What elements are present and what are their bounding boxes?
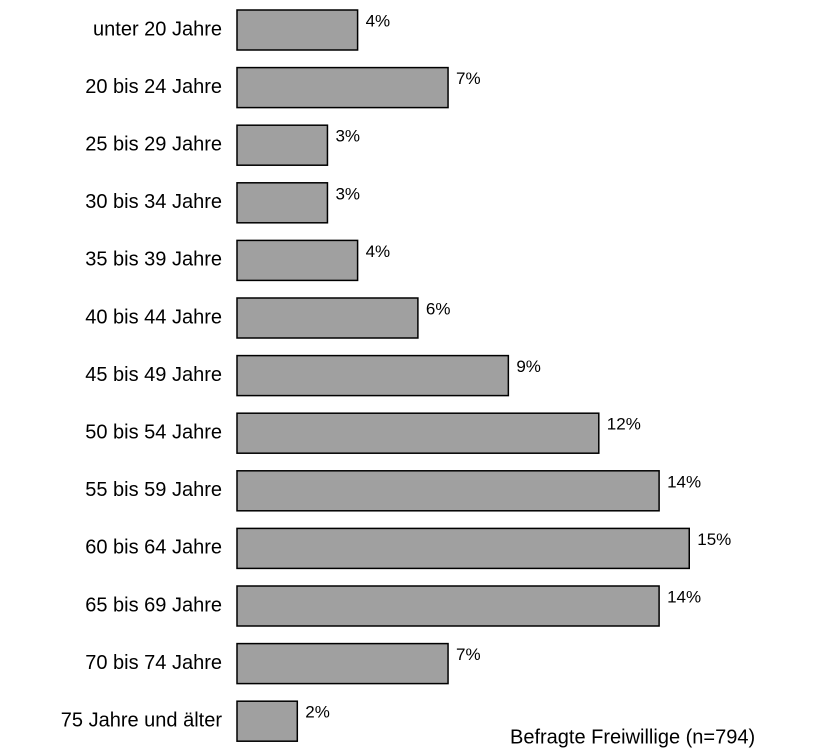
category-label: 75 Jahre und älter <box>61 709 223 731</box>
category-label: 65 bis 69 Jahre <box>85 594 222 616</box>
category-label: 50 bis 54 Jahre <box>85 421 222 443</box>
bar <box>236 412 600 454</box>
bar <box>236 354 510 397</box>
value-label: 3% <box>335 184 360 203</box>
value-label: 15% <box>697 530 731 549</box>
bar <box>236 239 359 282</box>
category-label: 70 bis 74 Jahre <box>85 652 222 674</box>
bar <box>236 642 449 685</box>
value-label: 4% <box>366 11 391 30</box>
category-label: 60 bis 64 Jahre <box>85 537 222 559</box>
value-label: 2% <box>305 703 330 722</box>
bar <box>236 124 329 166</box>
category-label: 30 bis 34 Jahre <box>85 191 222 213</box>
bar <box>236 297 419 339</box>
category-label: 25 bis 29 Jahre <box>85 133 222 155</box>
category-label: 55 bis 59 Jahre <box>85 479 222 501</box>
value-label: 6% <box>426 299 451 318</box>
value-label: 7% <box>456 645 481 664</box>
value-label: 9% <box>516 357 541 376</box>
bar <box>236 470 660 512</box>
value-label: 12% <box>607 415 641 434</box>
value-label: 14% <box>667 587 701 606</box>
annotation: Befragte Freiwillige (n=794) <box>510 726 755 748</box>
bar <box>236 66 449 109</box>
value-label: 14% <box>667 472 701 491</box>
value-label: 3% <box>335 127 360 146</box>
value-label: 4% <box>366 242 391 261</box>
bar <box>236 700 299 742</box>
value-label: 7% <box>456 69 481 88</box>
bar <box>236 9 359 51</box>
category-label: 35 bis 39 Jahre <box>85 249 222 271</box>
bar <box>236 182 329 224</box>
bar <box>236 527 690 570</box>
category-label: 45 bis 49 Jahre <box>85 364 222 386</box>
category-label: 40 bis 44 Jahre <box>85 306 222 328</box>
bar <box>236 585 660 627</box>
category-label: unter 20 Jahre <box>93 18 222 40</box>
category-label: 20 bis 24 Jahre <box>85 76 222 98</box>
